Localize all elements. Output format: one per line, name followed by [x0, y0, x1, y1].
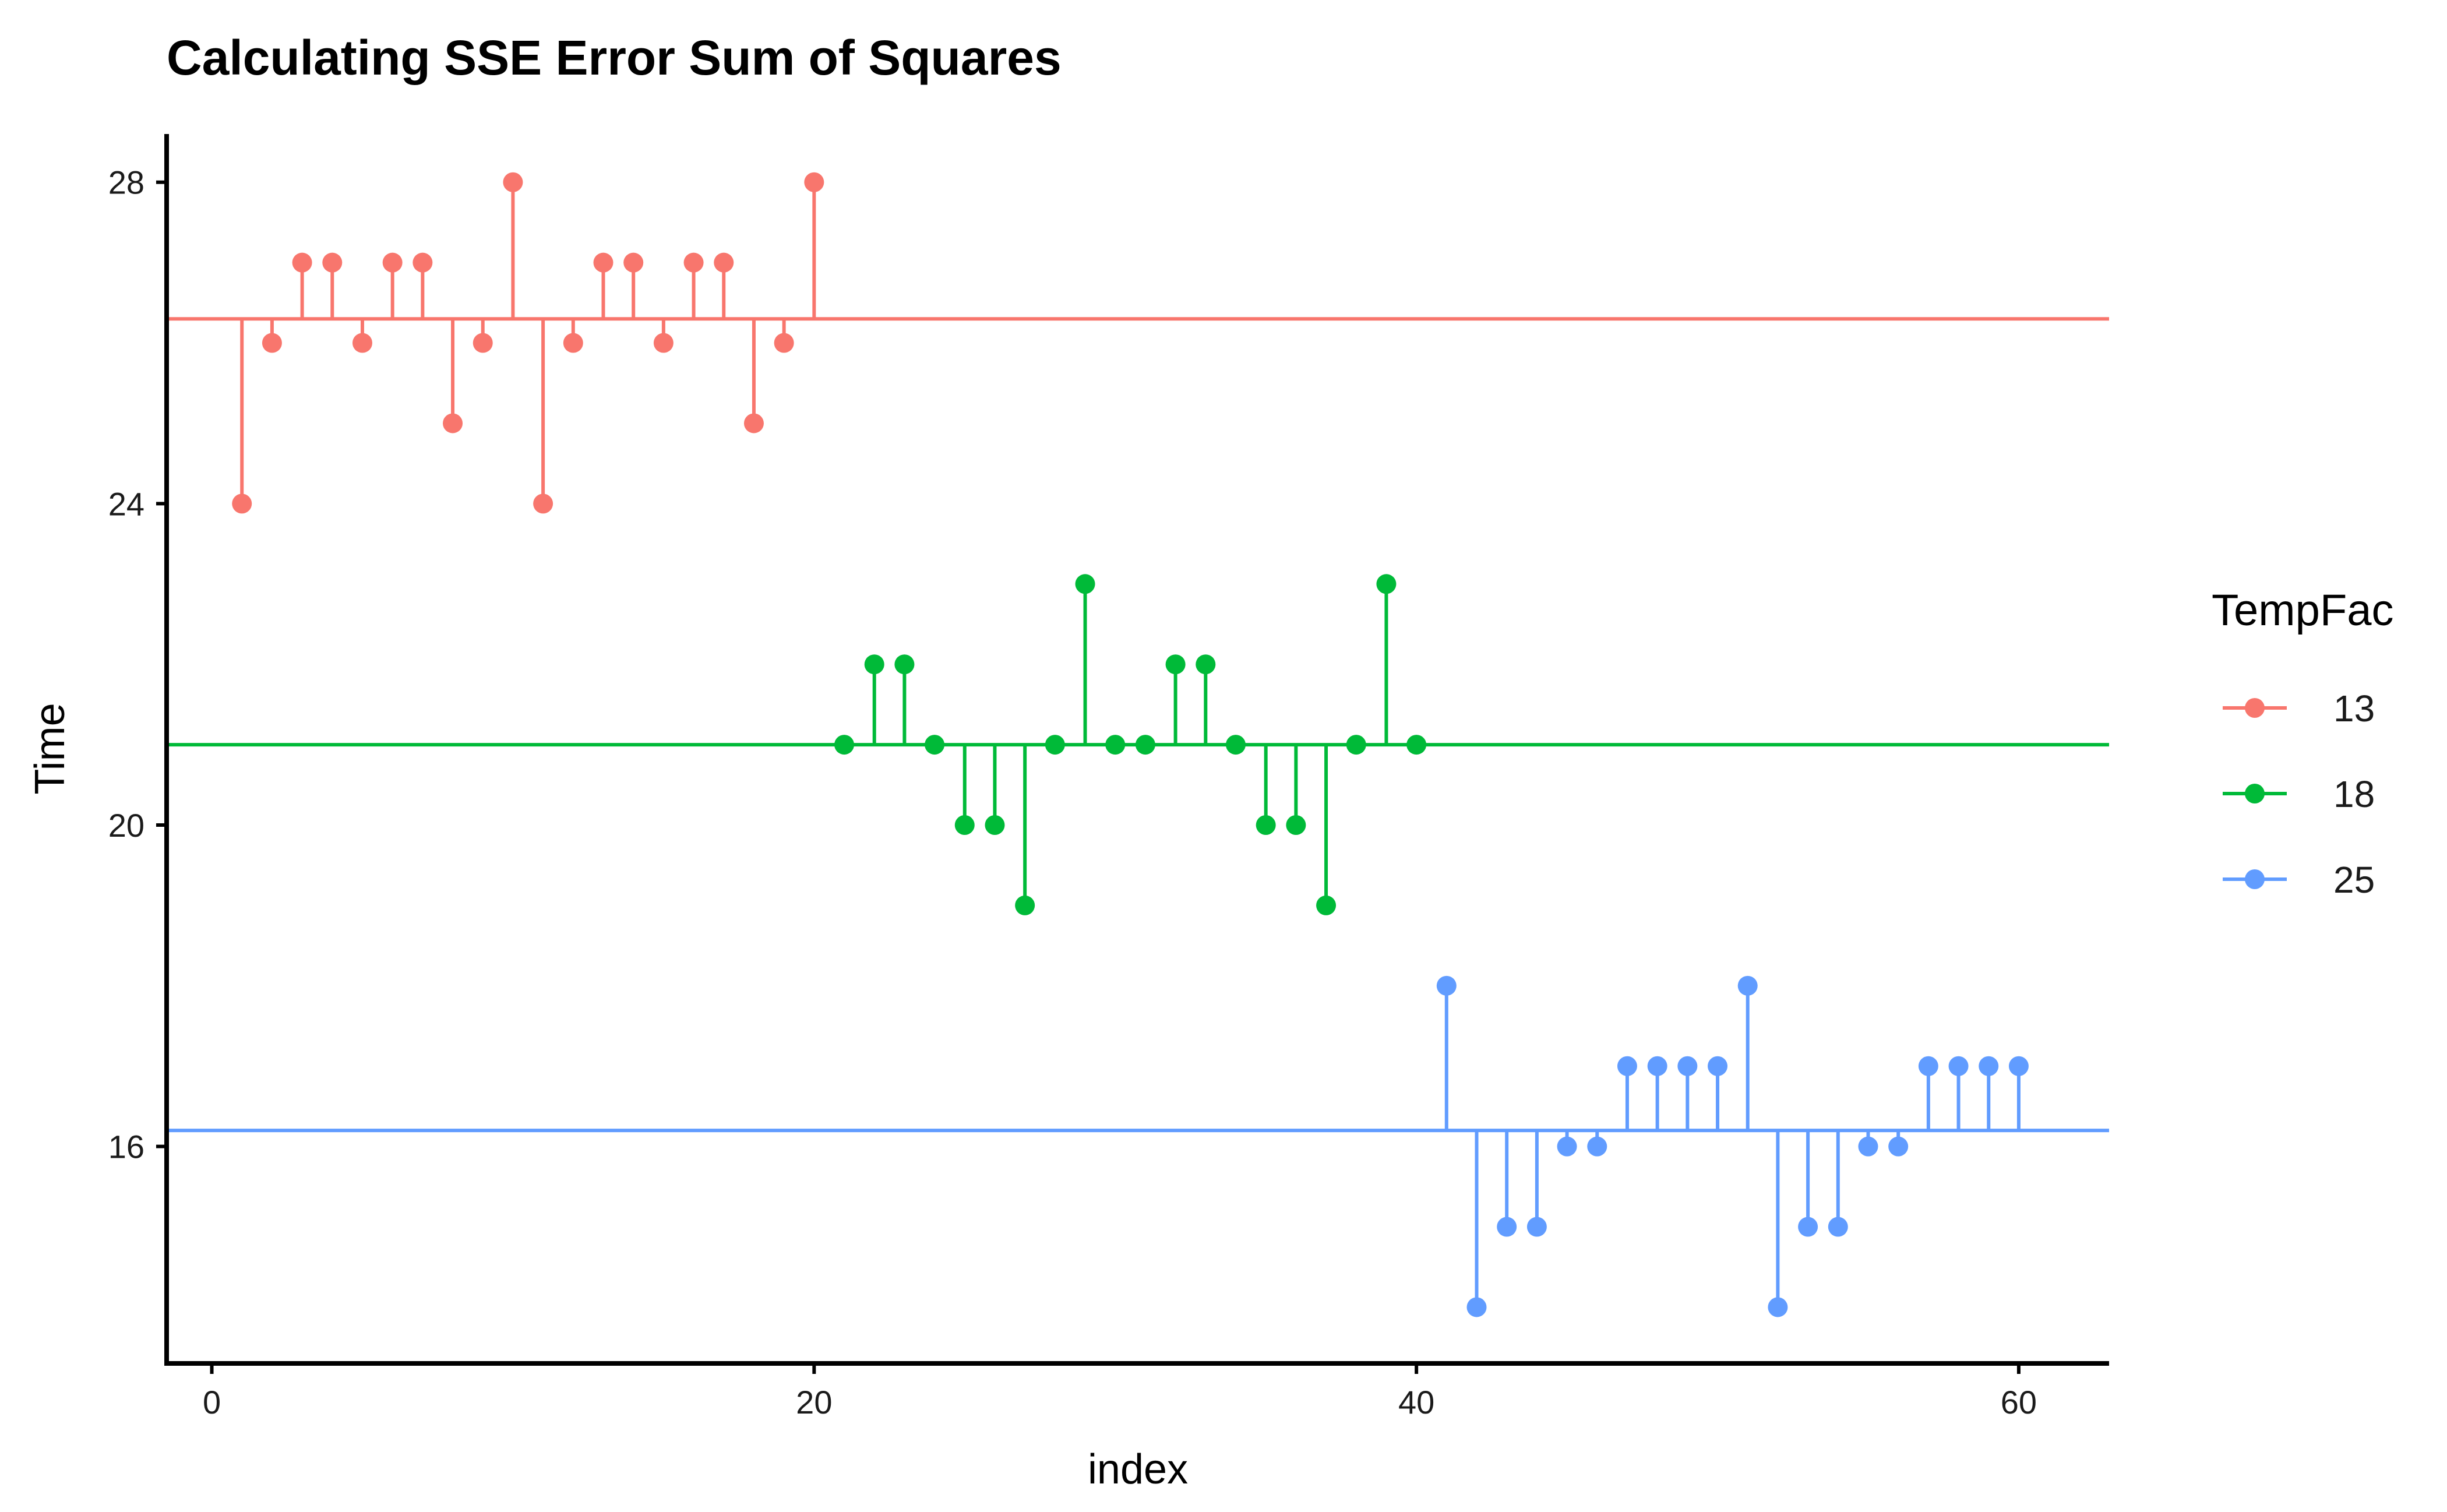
legend-label: 25 [2333, 859, 2375, 901]
data-point [743, 413, 764, 433]
data-point [352, 333, 372, 353]
data-point [1888, 1136, 1909, 1157]
data-point [232, 494, 252, 514]
data-point [1135, 735, 1155, 755]
data-point [1316, 895, 1337, 915]
data-point [683, 252, 704, 273]
legend-item-25: 25 [2223, 859, 2375, 901]
legend-key-point [2245, 698, 2265, 718]
x-tick-label: 20 [796, 1384, 832, 1421]
data-point [714, 252, 734, 273]
data-point [864, 654, 884, 675]
data-point [1677, 1056, 1698, 1076]
data-point [1858, 1136, 1878, 1157]
chart-title: Calculating SSE Error Sum of Squares [167, 30, 1062, 85]
data-point [533, 494, 553, 514]
data-point [503, 172, 523, 192]
data-point [1557, 1136, 1577, 1157]
data-point [834, 735, 855, 755]
data-point [2008, 1056, 2029, 1076]
data-point [1526, 1217, 1547, 1237]
legend-key-point [2245, 784, 2265, 803]
data-point [1768, 1297, 1788, 1317]
data-point [925, 735, 945, 755]
data-point [985, 815, 1005, 836]
data-point [653, 333, 674, 353]
legend-title: TempFac [2212, 586, 2394, 635]
y-tick-label: 24 [108, 485, 144, 522]
data-point [623, 252, 644, 273]
data-point [1647, 1056, 1667, 1076]
data-point [1165, 654, 1186, 675]
data-point [1737, 975, 1758, 996]
data-point [1436, 975, 1457, 996]
data-point [1587, 1136, 1607, 1157]
x-tick-label: 40 [1398, 1384, 1434, 1421]
legend-items: 13 18 25 [2223, 688, 2375, 901]
data-point [1828, 1217, 1848, 1237]
data-point [1948, 1056, 1969, 1076]
data-point [322, 252, 343, 273]
data-point [412, 252, 433, 273]
data-point [1256, 815, 1276, 836]
data-point [1918, 1056, 1938, 1076]
data-point [1075, 574, 1095, 594]
data-point [473, 333, 493, 353]
data-point [1376, 574, 1397, 594]
group-mean-lines [167, 317, 2109, 1133]
data-point [593, 252, 613, 273]
y-ticks: 16 20 24 28 [108, 164, 167, 1165]
data-point [1617, 1056, 1637, 1076]
y-tick-label: 20 [108, 807, 144, 844]
data-point [1015, 895, 1035, 915]
x-axis-title: index [1088, 1446, 1188, 1493]
data-point [443, 413, 463, 433]
y-tick-label: 28 [108, 164, 144, 201]
legend-label: 13 [2333, 688, 2375, 729]
data-point [1346, 735, 1366, 755]
data-point [1466, 1297, 1487, 1317]
data-point [1286, 815, 1306, 836]
y-tick-label: 16 [108, 1129, 144, 1165]
data-point [1979, 1056, 1999, 1076]
data-point [1225, 735, 1246, 755]
data-point [1045, 735, 1065, 755]
y-axis-title: Time [27, 703, 73, 794]
data-point [1798, 1217, 1818, 1237]
data-point [774, 333, 794, 353]
data-point [1497, 1217, 1517, 1237]
x-tick-label: 60 [2001, 1384, 2037, 1421]
data-point [1196, 654, 1216, 675]
data-point [563, 333, 583, 353]
data-point [954, 815, 975, 836]
data-point [292, 252, 312, 273]
data-point [1708, 1056, 1728, 1076]
data-point [1105, 735, 1126, 755]
legend-label: 18 [2333, 773, 2375, 815]
x-tick-label: 0 [203, 1384, 221, 1421]
data-point [262, 333, 282, 353]
legend-item-18: 18 [2223, 773, 2375, 815]
legend-item-13: 13 [2223, 688, 2375, 729]
residual-stems [240, 182, 2021, 1307]
x-ticks: 0 20 40 60 [203, 1363, 2037, 1421]
axes [164, 134, 2109, 1366]
data-point [894, 654, 915, 675]
legend: TempFac 13 18 25 [2212, 586, 2394, 901]
data-points [232, 172, 2029, 1317]
data-point [804, 172, 824, 192]
data-point [382, 252, 403, 273]
data-point [1406, 735, 1427, 755]
legend-key-point [2245, 869, 2265, 889]
